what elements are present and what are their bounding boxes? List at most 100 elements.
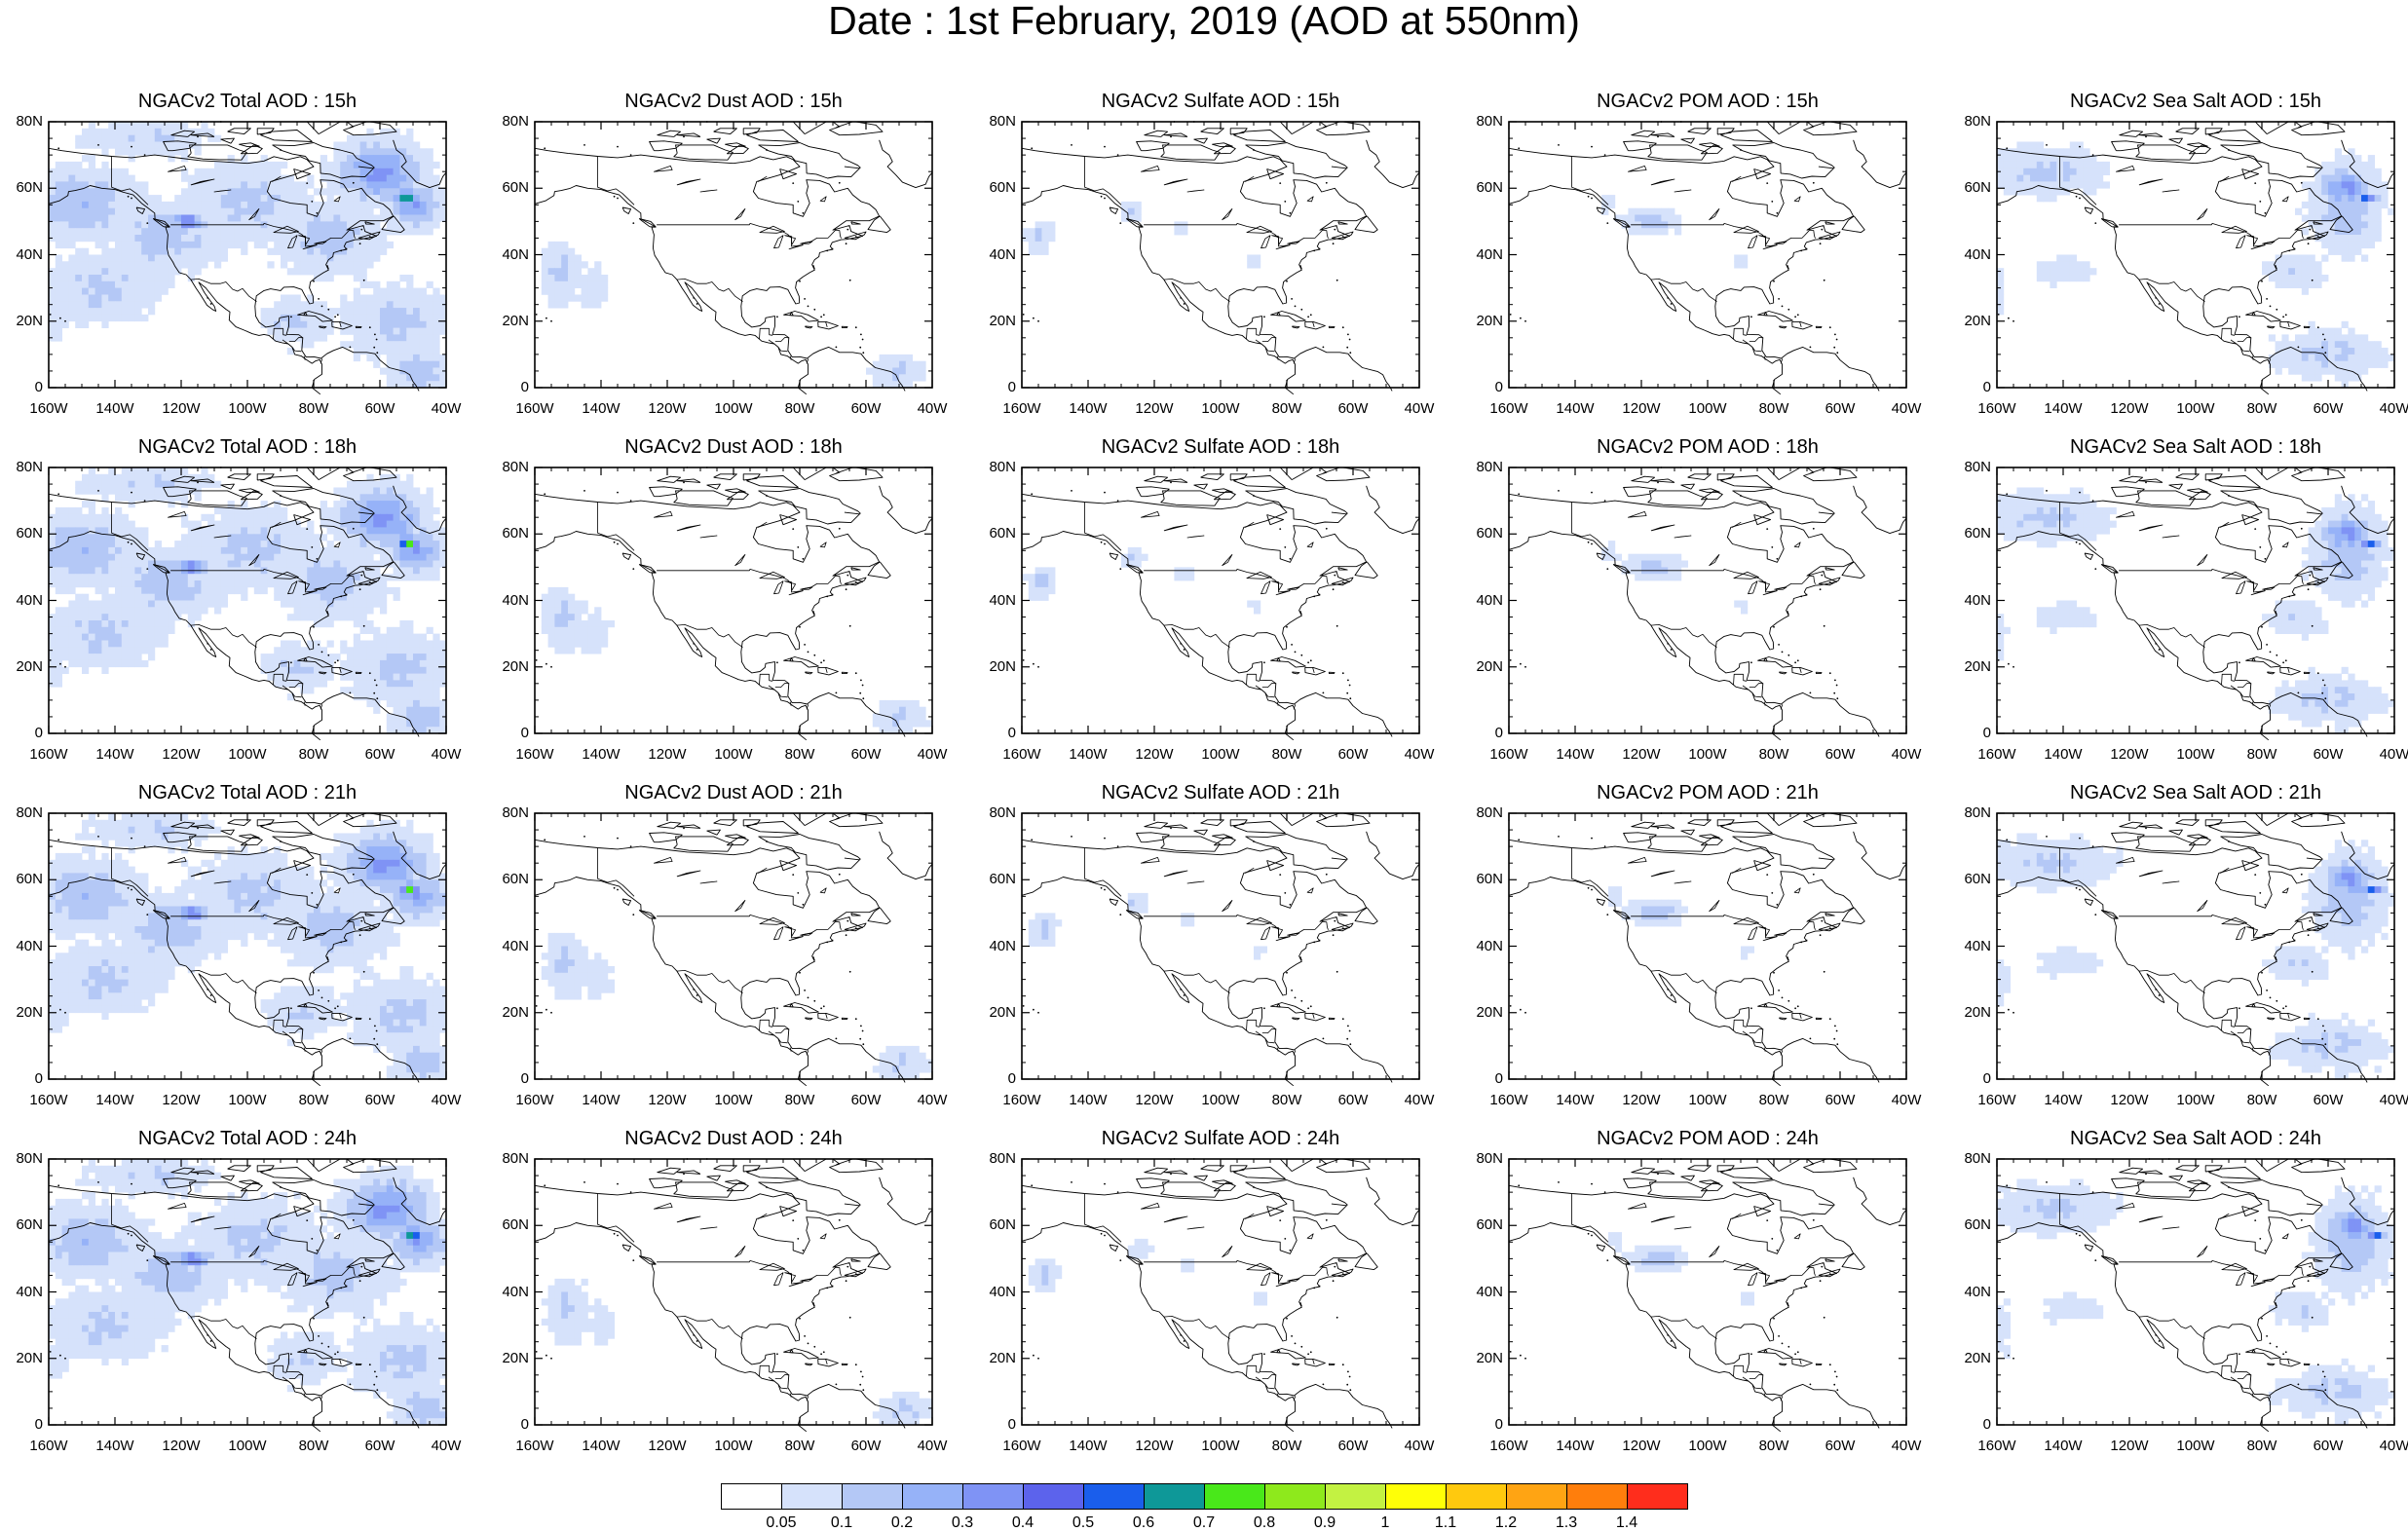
island-dot	[207, 297, 208, 299]
island-dot	[1771, 546, 1773, 548]
island-dot	[1794, 316, 1796, 318]
island-dot	[1810, 347, 1812, 349]
island-dot	[1836, 685, 1838, 687]
island-dot	[1310, 659, 1312, 661]
lat-tick-label: 60N	[482, 180, 529, 196]
lon-tick-label: 140W	[1059, 401, 1117, 417]
island-dot	[2076, 542, 2078, 543]
coastline	[350, 467, 366, 473]
coastline	[1355, 1253, 1377, 1270]
island-dot	[1524, 320, 1526, 322]
island-dot	[360, 1266, 362, 1268]
island-dot	[1037, 666, 1039, 668]
lon-tick-label: 40W	[1390, 1439, 1449, 1454]
island-dot	[1833, 692, 1835, 694]
map-frame	[49, 1159, 446, 1425]
country-border	[677, 1316, 743, 1338]
lake-outline	[1674, 881, 1691, 883]
coastline	[2307, 167, 2321, 168]
coastline	[1161, 1182, 1221, 1197]
island-dot	[2259, 201, 2261, 203]
lon-tick-label: 80W	[2233, 747, 2291, 763]
island-dot	[1797, 1351, 1799, 1353]
island-dot	[2265, 904, 2267, 906]
lon-tick-label: 100W	[2166, 1093, 2225, 1108]
island-dot	[2309, 229, 2311, 231]
coastline	[2169, 830, 2183, 835]
island-dot	[617, 1235, 619, 1237]
island-dot	[334, 661, 336, 663]
island-dot	[2092, 1191, 2094, 1193]
island-dot	[1667, 1334, 1669, 1336]
island-dot	[97, 490, 99, 492]
country-border	[2232, 328, 2235, 335]
coastline	[793, 813, 826, 826]
map-canvas	[1997, 813, 2394, 1079]
colorbar-swatch	[1566, 1483, 1628, 1510]
island-dot	[1836, 352, 1838, 354]
coastline	[1329, 1018, 1335, 1019]
island-dot	[1800, 1288, 1802, 1289]
lake-outline	[1794, 542, 1800, 547]
coastline	[674, 1182, 734, 1197]
island-dot	[836, 1384, 838, 1386]
country-border	[2252, 1394, 2253, 1398]
coastline	[793, 1159, 826, 1172]
island-dot	[2282, 661, 2284, 663]
country-border	[2222, 674, 2232, 685]
aod-shading	[1997, 142, 2394, 389]
island-dot	[313, 1318, 315, 1320]
lon-tick-label: 100W	[2166, 1439, 2225, 1454]
island-dot	[2008, 663, 2010, 665]
island-dot	[1295, 997, 1297, 999]
island-dot	[1184, 1340, 1185, 1342]
map-frame	[49, 467, 446, 733]
island-dot	[614, 542, 616, 543]
colorbar-swatch	[1325, 1483, 1386, 1510]
country-border	[1651, 279, 1717, 301]
island-dot	[1170, 482, 1172, 484]
coastline	[1194, 1176, 1208, 1180]
lake-outline	[1674, 190, 1691, 192]
island-dot	[1604, 1191, 1606, 1193]
lat-tick-label: 0	[482, 380, 529, 395]
coastline	[1779, 326, 1787, 328]
coastline	[2255, 467, 2288, 480]
island-dot	[2308, 243, 2310, 244]
country-border	[1744, 328, 1747, 335]
lon-tick-label: 80W	[2233, 1439, 2291, 1454]
coastline	[1681, 830, 1695, 835]
map-canvas	[49, 1159, 446, 1425]
island-dot	[64, 1012, 66, 1014]
lon-tick-label: 120W	[152, 1439, 210, 1454]
island-dot	[1800, 942, 1802, 944]
country-border	[770, 1020, 772, 1027]
aod-shading	[1601, 541, 1748, 614]
lake-outline	[1164, 179, 1187, 185]
coastline	[1332, 1204, 1346, 1206]
coastline	[1825, 222, 1835, 224]
island-dot	[792, 874, 794, 876]
island-dot	[1119, 568, 1121, 570]
island-dot	[2265, 558, 2267, 560]
island-dot	[1777, 558, 1779, 560]
coastline	[1280, 1159, 1313, 1172]
lat-tick-label: 60N	[969, 872, 1016, 887]
lon-tick-label: 140W	[572, 401, 630, 417]
coastline	[650, 141, 683, 151]
island-dot	[1031, 839, 1033, 841]
colorbar-swatch	[1385, 1483, 1447, 1510]
coastline	[1355, 562, 1377, 579]
lon-tick-label: 160W	[19, 747, 78, 763]
coastline	[1022, 1185, 1392, 1428]
island-dot	[1101, 542, 1103, 543]
coastline	[1810, 1159, 1826, 1165]
coastline	[1338, 914, 1348, 915]
lake-outline	[1187, 881, 1204, 883]
lat-tick-label: 0	[0, 726, 43, 741]
island-dot	[804, 298, 806, 300]
island-dot	[2285, 1351, 2287, 1353]
island-dot	[1313, 596, 1315, 598]
island-dot	[2282, 1007, 2284, 1009]
panel-title: NGACv2 Dust AOD : 18h	[476, 436, 991, 458]
